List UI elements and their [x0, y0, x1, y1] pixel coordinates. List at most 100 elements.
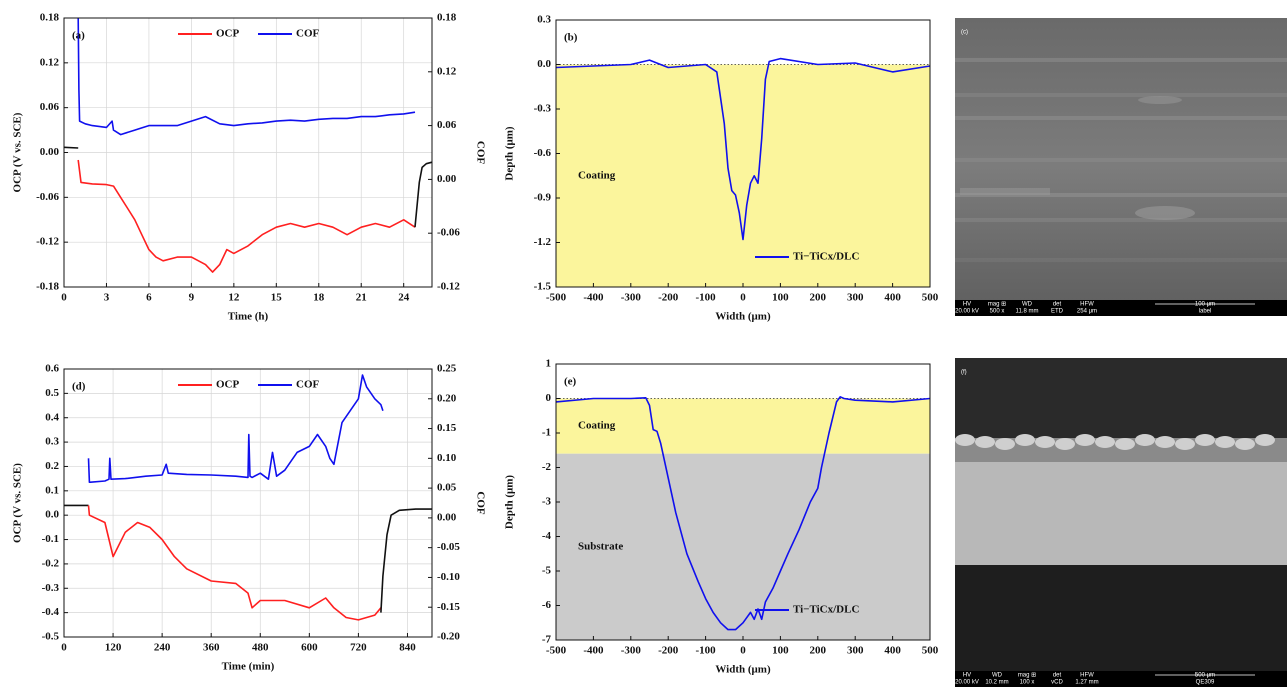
y-tick-label: -1.2	[534, 236, 552, 248]
legend-label: Ti−TiCx/DLC	[793, 251, 859, 263]
info-bar-text: 11.8 mm	[1016, 309, 1039, 315]
x-tick-label: 15	[271, 292, 283, 304]
legend-label: Ti−TiCx/DLC	[793, 604, 859, 616]
image-feature	[1135, 206, 1195, 220]
y-tick-label: 0.06	[40, 101, 60, 113]
y2-tick-label: -0.06	[437, 227, 460, 239]
y-axis-title: Depth (μm)	[504, 126, 516, 181]
x-tick-label: 300	[847, 292, 864, 304]
data-line	[380, 508, 432, 613]
x-tick-label: 500	[922, 292, 939, 304]
image-feature	[1175, 438, 1195, 450]
y2-tick-label: -0.10	[437, 571, 460, 583]
image-streak	[955, 258, 1287, 262]
image-feature	[960, 188, 1050, 195]
y2-tick-label: 0.25	[437, 363, 457, 375]
x-tick-label: 400	[884, 645, 901, 657]
region-label: Coating	[578, 169, 616, 181]
x-tick-label: 360	[203, 642, 220, 654]
region-label: Substrate	[578, 540, 623, 552]
x-tick-label: 0	[740, 645, 746, 657]
image-band	[955, 565, 1287, 687]
image-feature	[1095, 436, 1115, 448]
panel-label: (e)	[564, 376, 577, 388]
y-tick-label: -0.12	[36, 236, 59, 248]
info-bar-text: 100 μm	[1195, 302, 1215, 308]
y-tick-label: 0.3	[45, 436, 59, 448]
region	[556, 64, 930, 287]
y2-tick-label: -0.12	[437, 281, 460, 293]
info-bar-text: det	[1053, 673, 1062, 679]
sem-image: HV mag ⊞ WD det HFW 20.00 kV 500 x 11.8 mm ETD 25…	[955, 18, 1287, 316]
y-tick-label: 0.5	[45, 387, 59, 399]
info-bar-text: 1.27 mm	[1075, 680, 1098, 686]
data-line	[87, 505, 382, 621]
image-background	[955, 18, 1287, 316]
y-tick-label: -0.2	[42, 557, 60, 569]
y-tick-label: 0	[546, 392, 552, 404]
x-tick-label: -100	[696, 292, 717, 304]
y-tick-label: -3	[542, 496, 552, 508]
y2-tick-label: 0.12	[437, 65, 457, 77]
y2-tick-label: -0.20	[437, 631, 460, 643]
x-tick-label: -300	[621, 292, 642, 304]
image-feature	[1035, 436, 1055, 448]
y-tick-label: 0.3	[537, 14, 551, 26]
y-tick-label: -2	[542, 461, 552, 473]
y-tick-label: -0.3	[42, 582, 60, 594]
info-bar-text: HFW	[1080, 673, 1094, 679]
y-tick-label: -1.5	[534, 281, 552, 293]
y-axis-title: OCP (V vs. SCE)	[12, 463, 24, 543]
x-tick-label: -100	[696, 645, 717, 657]
info-bar-text: ETD	[1051, 309, 1064, 315]
info-bar-text: WD	[992, 673, 1003, 679]
image-band	[955, 450, 1287, 565]
info-bar-text: HV	[963, 673, 971, 679]
info-bar-text: 500 μm	[1195, 673, 1215, 679]
panel-label: (a)	[72, 30, 85, 42]
image-feature	[1235, 438, 1255, 450]
x-tick-label: 200	[810, 292, 827, 304]
x-tick-label: 480	[252, 642, 269, 654]
y-axis-title: Depth (μm)	[504, 475, 516, 530]
panel-label: (f)	[961, 370, 967, 376]
data-line	[77, 159, 416, 273]
image-feature	[1138, 96, 1182, 104]
x-tick-label: 240	[154, 642, 171, 654]
x-tick-label: 200	[810, 645, 827, 657]
image-streak	[955, 193, 1287, 197]
x-tick-label: 400	[884, 292, 901, 304]
image-feature	[1135, 434, 1155, 446]
image-streak	[955, 116, 1287, 120]
info-bar-text: mag ⊞	[988, 302, 1006, 308]
y-axis-title: OCP (V vs. SCE)	[12, 112, 24, 192]
plot-frame	[63, 368, 433, 638]
chart-panel: 0 120 240 360 480 600 720 840 -0.5 -0.4 -0.3 -0.2 -0…	[12, 363, 487, 673]
x-tick-label: 6	[146, 292, 152, 304]
data-line	[87, 374, 384, 483]
y-tick-label: 1	[546, 358, 552, 370]
y-tick-label: 0.2	[45, 460, 59, 472]
x-tick-label: 0	[61, 642, 67, 654]
legend-label: COF	[296, 28, 320, 40]
y-tick-label: 0.0	[537, 58, 551, 70]
legend-label: COF	[296, 379, 320, 391]
region	[556, 453, 930, 640]
image-feature	[1215, 436, 1235, 448]
info-bar-text: HFW	[1080, 302, 1094, 308]
x-tick-label: -500	[546, 645, 567, 657]
image-feature	[955, 434, 975, 446]
image-streak	[955, 218, 1287, 222]
x-tick-label: 100	[772, 645, 789, 657]
y-tick-label: -7	[542, 634, 552, 646]
image-feature	[1255, 434, 1275, 446]
y-tick-label: -0.5	[42, 631, 60, 643]
y-tick-label: -0.9	[534, 192, 552, 204]
x-tick-label: 0	[61, 292, 67, 304]
data-line	[414, 161, 433, 228]
data-line	[555, 57, 931, 241]
y2-tick-label: 0.00	[437, 173, 457, 185]
y-tick-label: -1	[542, 427, 551, 439]
y-tick-label: -0.06	[36, 191, 59, 203]
